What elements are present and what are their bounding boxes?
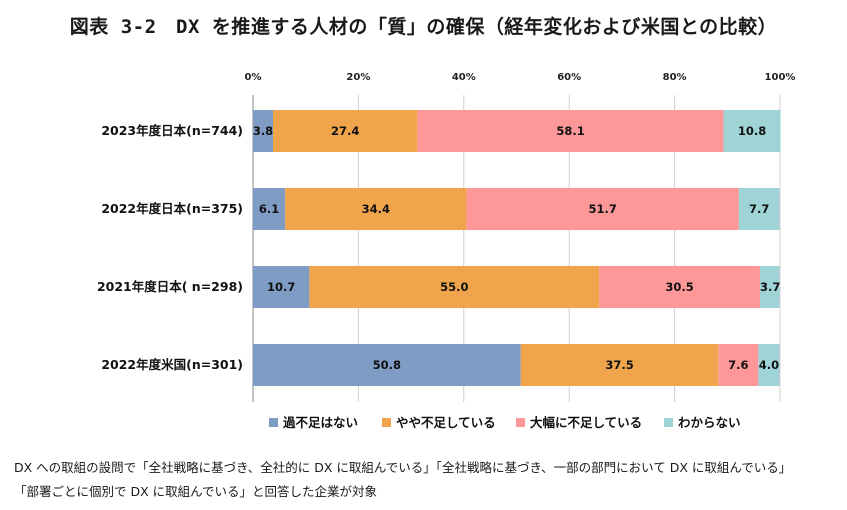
data-label: 4.0 (759, 358, 779, 372)
footnote: DX への取組の設問で「全社戦略に基づき、全社的に DX に取組んでいる」「全社… (14, 456, 791, 504)
chart-title: 図表 3-2 DX を推進する人材の「質」の確保（経年変化および米国との比較） (69, 16, 778, 38)
x-tick-label: 40% (452, 72, 476, 83)
x-axis-ticks: 0% 20% 40% 60% 80% 100% (245, 72, 796, 83)
legend: 過不足はない やや不足している 大幅に不足している わからない (269, 415, 741, 430)
bar-segment (285, 188, 467, 230)
bar-segment (759, 266, 780, 308)
data-label: 7.6 (728, 358, 748, 372)
data-label: 7.7 (749, 202, 769, 216)
data-label: 34.4 (362, 202, 390, 216)
legend-swatch (382, 418, 391, 427)
footnote-line-1: DX への取組の設問で「全社戦略に基づき、全社的に DX に取組んでいる」「全社… (14, 460, 792, 475)
bar-segment (599, 266, 760, 308)
bar-segment (718, 344, 759, 386)
data-label: 58.1 (556, 124, 584, 138)
data-label: 55.0 (440, 280, 468, 294)
category-label: 2023年度日本(n=744) (101, 123, 243, 138)
data-label: 3.8 (253, 124, 273, 138)
data-label: 10.7 (267, 280, 295, 294)
footnote-line-2: 「部署ごとに個別で DX に取組んでいる」と回答した企業が対象 (14, 484, 378, 499)
bar-segment (520, 344, 719, 386)
legend-label: わからない (678, 415, 741, 430)
x-tick-label: 0% (245, 72, 262, 83)
bar-segment (253, 110, 274, 152)
bars: 3.8 27.4 58.1 10.8 6.1 34.4 51.7 7.7 10.7 55.0 30.… (253, 110, 781, 386)
x-tick-label: 80% (663, 72, 687, 83)
category-label: 2022年度米国(n=301) (101, 357, 243, 372)
legend-label: やや不足している (396, 415, 496, 430)
data-label: 6.1 (259, 202, 279, 216)
bar-segment (738, 188, 780, 230)
stacked-bar-chart: 0% 20% 40% 60% 80% 100% 2023年度日本(n=744) 2022年度… (97, 72, 796, 430)
legend-swatch (516, 418, 525, 427)
legend-swatch (269, 418, 278, 427)
bar-segment (253, 266, 310, 308)
category-label: 2021年度日本( n=298) (97, 279, 243, 294)
x-tick-label: 20% (346, 72, 370, 83)
bar-segment (758, 344, 780, 386)
legend-swatch (664, 418, 673, 427)
bar-segment (253, 344, 521, 386)
data-label: 3.7 (760, 280, 780, 294)
x-tick-label: 60% (557, 72, 581, 83)
x-tick-label: 100% (765, 72, 796, 83)
data-label: 37.5 (605, 358, 633, 372)
bar-segment (309, 266, 600, 308)
data-label: 10.8 (738, 124, 766, 138)
bar-segment (273, 110, 418, 152)
data-label: 27.4 (331, 124, 359, 138)
category-label: 2022年度日本(n=375) (101, 201, 243, 216)
category-labels: 2023年度日本(n=744) 2022年度日本(n=375) 2021年度日本( … (97, 123, 243, 372)
data-label: 51.7 (588, 202, 616, 216)
bar-segment (723, 110, 781, 152)
data-label: 50.8 (373, 358, 401, 372)
bar-segment (417, 110, 724, 152)
legend-label: 過不足はない (282, 415, 358, 430)
data-label: 30.5 (665, 280, 693, 294)
legend-label: 大幅に不足している (530, 415, 642, 430)
bar-segment (253, 188, 286, 230)
bar-segment (466, 188, 739, 230)
